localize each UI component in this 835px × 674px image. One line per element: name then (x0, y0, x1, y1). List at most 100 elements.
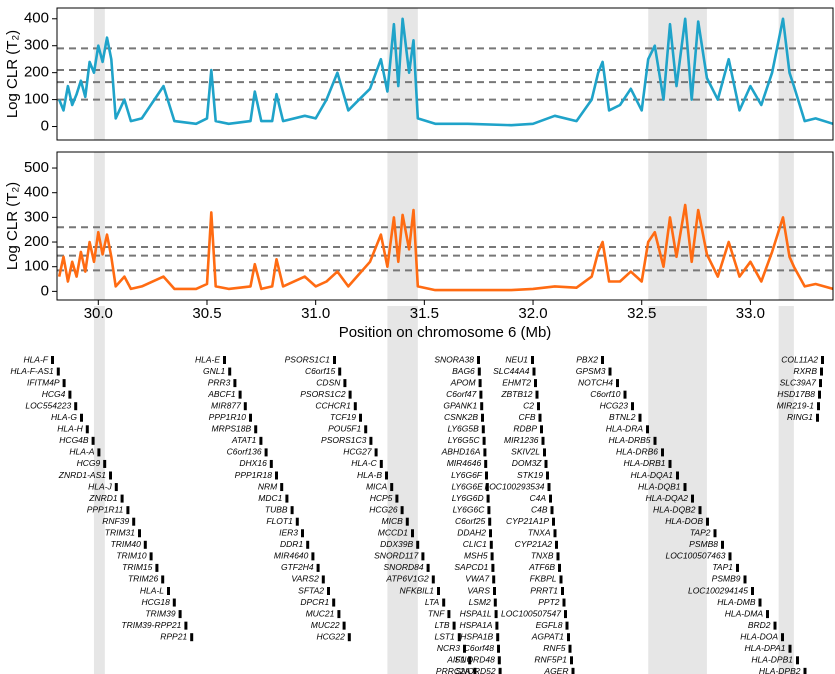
gene-glyph (481, 425, 485, 434)
gene-label: HLA-DQA2 (645, 493, 688, 503)
gene-glyph (316, 563, 320, 572)
gene-label: LTB (435, 620, 450, 630)
gene-label: COL11A2 (781, 354, 818, 364)
gene-label: HLA-C (351, 458, 377, 468)
gene-label: HCG9 (77, 458, 101, 468)
gene-glyph (491, 563, 495, 572)
gene-label: PRR3 (208, 377, 231, 387)
gene-glyph (482, 436, 486, 445)
gene-label: MCCD1 (378, 528, 408, 538)
gene-glyph (816, 413, 819, 422)
gene-glyph (138, 529, 141, 538)
y-tick-label: 100 (24, 258, 49, 275)
gene-glyph (254, 425, 258, 434)
gene-label: GPANK1 (443, 400, 477, 410)
gene-label: AGER (543, 666, 568, 674)
gene-glyph (56, 367, 60, 376)
gene-label: HLA-DPA1 (745, 643, 786, 653)
gene-glyph (228, 367, 232, 376)
gene-glyph (68, 390, 72, 399)
gene-label: MUC21 (306, 608, 335, 618)
gene-glyph (706, 517, 709, 526)
gene-glyph (457, 633, 461, 642)
gene-label: C6orf15 (305, 366, 336, 376)
y-tick-label: 200 (24, 64, 49, 81)
gene-glyph (477, 367, 481, 376)
gene-label: C2 (523, 400, 534, 410)
gene-glyph (661, 448, 664, 457)
gene-glyph (487, 506, 491, 515)
gene-glyph (333, 356, 336, 364)
gene-label: HCG4 (42, 389, 66, 399)
gene-glyph (264, 448, 268, 457)
gene-label: EGFL8 (536, 620, 563, 630)
gene-label: TRIM26 (128, 574, 159, 584)
gene-label: HCG27 (343, 447, 372, 457)
gene-label: LOC100507547 (501, 608, 561, 618)
gene-glyph (736, 563, 739, 572)
gene-glyph (468, 656, 472, 665)
gene-label: HLA-DRB5 (608, 435, 650, 445)
gene-glyph (496, 633, 500, 642)
gene-glyph (728, 552, 732, 561)
gene-label: C6orf25 (455, 516, 486, 526)
gene-label: ATF6B (528, 562, 555, 572)
gene-label: TRIM10 (116, 551, 147, 561)
gene-label: PPP1R10 (209, 412, 247, 422)
gene-glyph (565, 621, 569, 630)
gene-glyph (497, 656, 501, 665)
gene-glyph (691, 494, 694, 503)
highlight (778, 152, 794, 300)
gene-label: MICA (366, 481, 388, 491)
gene-label: ABHD16A (441, 447, 481, 457)
gene-glyph (538, 413, 542, 422)
gene-glyph (190, 633, 194, 642)
gene-label: ATAT1 (231, 435, 257, 445)
gene-glyph (803, 667, 807, 674)
gene-glyph (259, 436, 263, 445)
gene-glyph (275, 471, 278, 480)
gene-label: C4A (529, 493, 546, 503)
gene-label: HLA-DMA (725, 608, 764, 618)
gene-glyph (490, 552, 494, 561)
gene-glyph (97, 448, 101, 457)
gene-label: C6orf47 (446, 389, 477, 399)
gene-glyph (243, 402, 247, 411)
gene-glyph (608, 367, 612, 376)
gene-label: VARS (467, 585, 490, 595)
gene-label: CSNK2B (444, 412, 478, 422)
gene-label: HCP5 (370, 493, 393, 503)
gene-glyph (631, 402, 634, 411)
gene-label: AGPAT1 (531, 631, 565, 641)
gene-label: IER3 (279, 528, 298, 538)
gene-glyph (103, 459, 107, 468)
gene-label: RNF5P1 (534, 655, 567, 665)
highlight (93, 152, 105, 300)
gene-label: NFKBIL1 (400, 585, 435, 595)
gene-label: MSH5 (464, 551, 488, 561)
gene-label: LY6G5C (448, 435, 481, 445)
gene-label: TAP2 (690, 528, 711, 538)
gene-label: DOM3Z (512, 458, 543, 468)
y-tick-label: 500 (24, 159, 49, 176)
gene-glyph (567, 633, 570, 642)
gene-glyph (109, 471, 112, 480)
gene-glyph (540, 425, 543, 434)
gene-glyph (498, 667, 502, 674)
gene-label: BRD2 (748, 620, 771, 630)
gene-label: VWA7 (465, 574, 489, 584)
gene-label: BAG6 (452, 366, 475, 376)
gene-label: LY6G6F (451, 470, 483, 480)
gene-label: BTNL2 (609, 412, 636, 422)
gene-label: MIR877 (211, 400, 241, 410)
gene-glyph (683, 483, 687, 492)
gene-glyph (558, 563, 561, 572)
gene-label: PSORS1C1 (285, 354, 331, 364)
highlight (648, 152, 707, 300)
plot-frame (56, 7, 834, 141)
gene-glyph (172, 598, 176, 607)
gene-label: SLC39A7 (780, 377, 817, 387)
gene-label: MICB (382, 516, 404, 526)
x-tick-label: 30.0 (84, 305, 113, 322)
